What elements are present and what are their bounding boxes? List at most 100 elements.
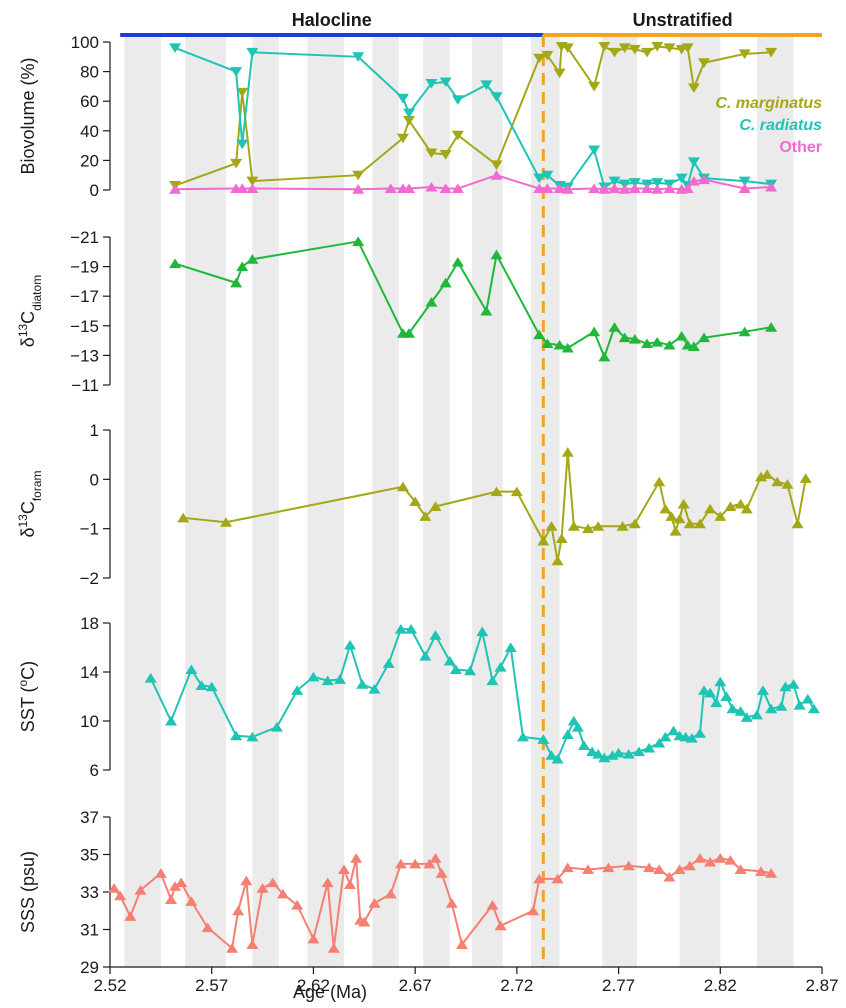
x-tick-label: 2.67 bbox=[399, 976, 432, 995]
data-point bbox=[608, 322, 621, 332]
data-point bbox=[169, 881, 182, 891]
data-point bbox=[698, 332, 711, 343]
panel: 29 31 33 35 37 SSS (psu) bbox=[18, 808, 778, 977]
data-point bbox=[384, 888, 397, 899]
data-point bbox=[781, 479, 794, 489]
data-point bbox=[675, 173, 688, 184]
data-point bbox=[327, 943, 340, 953]
period-bars: Halocline Unstratified bbox=[120, 10, 822, 37]
y-tick-label: 0 bbox=[90, 181, 99, 200]
grey-bands bbox=[124, 36, 794, 967]
data-point bbox=[443, 655, 456, 666]
data-point bbox=[423, 858, 436, 869]
data-point bbox=[494, 920, 507, 931]
data-point bbox=[750, 709, 763, 720]
data-point bbox=[246, 183, 259, 194]
series bbox=[169, 43, 778, 193]
data-point bbox=[352, 236, 365, 246]
data-point bbox=[451, 183, 464, 194]
data-point bbox=[291, 685, 304, 695]
data-point bbox=[651, 336, 664, 347]
data-point bbox=[537, 734, 550, 744]
y-axis-label: δ13Cdiatom bbox=[16, 275, 44, 347]
data-point bbox=[651, 178, 664, 188]
data-point bbox=[720, 691, 733, 701]
data-point bbox=[403, 183, 416, 194]
grey-band bbox=[756, 36, 794, 967]
data-point bbox=[490, 92, 503, 102]
data-point bbox=[451, 130, 464, 141]
data-point bbox=[230, 67, 243, 77]
data-point bbox=[230, 277, 243, 288]
series bbox=[108, 853, 778, 953]
data-point bbox=[425, 297, 438, 307]
data-point bbox=[533, 53, 546, 64]
data-point bbox=[553, 339, 566, 350]
y-tick-label: −13 bbox=[70, 346, 99, 365]
grey-band bbox=[423, 36, 450, 967]
data-point bbox=[683, 860, 696, 871]
data-point bbox=[490, 170, 503, 180]
data-point bbox=[504, 642, 517, 652]
data-point bbox=[685, 733, 698, 743]
panel: −11 −13 −15 −17 −19 −21 δ13Cdiatom bbox=[16, 228, 778, 395]
data-point bbox=[541, 170, 554, 181]
y-tick-label: 80 bbox=[80, 63, 99, 82]
x-tick-label: 2.62 bbox=[297, 976, 330, 995]
data-point bbox=[687, 341, 700, 352]
panel: 0 20 40 60 80 100 Biovolume (%) C. marginatus C.… bbox=[18, 33, 822, 200]
y-tick-label: −17 bbox=[70, 287, 99, 306]
data-point bbox=[541, 183, 554, 194]
data-point bbox=[403, 108, 416, 119]
data-point bbox=[480, 80, 493, 91]
data-point bbox=[439, 149, 452, 160]
data-point bbox=[144, 673, 157, 683]
data-point bbox=[714, 676, 727, 687]
data-point bbox=[698, 174, 711, 185]
data-point bbox=[793, 699, 806, 710]
grey-band bbox=[124, 36, 161, 967]
data-point bbox=[734, 864, 747, 874]
data-point bbox=[740, 712, 753, 722]
data-point bbox=[567, 521, 580, 531]
x-axis-label: Age (Ma) bbox=[293, 982, 367, 1002]
data-point bbox=[738, 326, 751, 337]
data-point bbox=[403, 328, 416, 338]
data-point bbox=[545, 750, 558, 760]
data-point bbox=[598, 41, 611, 52]
data-point bbox=[480, 305, 493, 316]
data-point bbox=[205, 681, 218, 692]
data-point bbox=[435, 868, 448, 878]
x-tick-label: 2.82 bbox=[704, 976, 737, 995]
data-point bbox=[618, 332, 631, 343]
y-axis-label: SST (oC) bbox=[16, 661, 38, 732]
data-point bbox=[693, 728, 706, 738]
data-point bbox=[177, 512, 190, 523]
data-point bbox=[439, 277, 452, 288]
data-point bbox=[628, 334, 641, 344]
data-point bbox=[134, 885, 147, 895]
data-point bbox=[665, 511, 678, 521]
y-tick-label: 10 bbox=[80, 712, 99, 731]
data-point bbox=[266, 877, 279, 888]
data-point bbox=[598, 351, 611, 362]
y-tick-label: 14 bbox=[80, 663, 99, 682]
data-point bbox=[490, 486, 503, 497]
data-point bbox=[765, 322, 778, 332]
y-tick-label: −21 bbox=[70, 228, 99, 247]
data-point bbox=[641, 338, 654, 349]
y-axis-label: Biovolume (%) bbox=[18, 57, 38, 174]
data-point bbox=[698, 58, 711, 68]
data-point bbox=[291, 900, 304, 910]
data-point bbox=[571, 722, 584, 732]
data-point bbox=[246, 939, 259, 949]
data-point bbox=[738, 49, 751, 59]
data-point bbox=[321, 877, 334, 888]
period-label: Unstratified bbox=[633, 10, 733, 30]
data-point bbox=[714, 853, 727, 863]
grey-band bbox=[372, 36, 399, 967]
data-point bbox=[236, 261, 249, 272]
data-point bbox=[510, 486, 523, 497]
data-point bbox=[541, 50, 554, 61]
